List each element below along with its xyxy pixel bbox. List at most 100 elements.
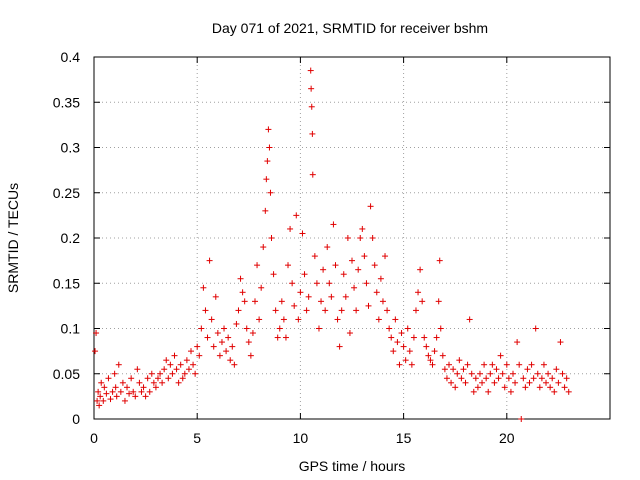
data-point xyxy=(177,361,184,368)
data-point xyxy=(540,361,547,368)
data-point xyxy=(547,384,554,391)
data-point xyxy=(227,357,234,364)
x-axis-label: GPS time / hours xyxy=(299,458,406,474)
data-point xyxy=(363,280,370,287)
data-point xyxy=(267,189,274,196)
data-point xyxy=(530,375,537,382)
data-point xyxy=(514,339,521,346)
data-point xyxy=(334,316,341,323)
data-point xyxy=(507,388,514,395)
data-point xyxy=(375,316,382,323)
data-point xyxy=(121,397,128,404)
data-point xyxy=(216,352,223,359)
data-point xyxy=(543,379,550,386)
data-point xyxy=(96,402,103,409)
data-point xyxy=(297,289,304,296)
data-point xyxy=(443,375,450,382)
data-point xyxy=(538,375,545,382)
data-point xyxy=(175,379,182,386)
data-point xyxy=(499,370,506,377)
data-point xyxy=(512,379,519,386)
y-tick-label: 0.25 xyxy=(53,185,80,201)
data-point xyxy=(138,388,145,395)
data-point xyxy=(154,375,161,382)
data-point xyxy=(561,384,568,391)
data-point xyxy=(303,307,310,314)
data-point xyxy=(115,361,122,368)
data-point xyxy=(239,289,246,296)
data-point xyxy=(194,343,201,350)
data-point xyxy=(214,330,221,337)
data-point xyxy=(301,271,308,278)
data-point xyxy=(526,379,533,386)
data-point xyxy=(382,253,389,260)
data-point xyxy=(295,316,302,323)
data-point xyxy=(421,334,428,341)
data-point xyxy=(92,348,99,355)
data-point xyxy=(124,384,131,391)
data-point xyxy=(206,257,213,264)
data-point xyxy=(256,316,263,323)
grid xyxy=(94,57,610,419)
data-point xyxy=(169,370,176,377)
data-point xyxy=(237,275,244,282)
data-point xyxy=(311,253,318,260)
data-point xyxy=(524,366,531,373)
data-point xyxy=(342,293,349,300)
axis-ticks xyxy=(93,56,610,420)
data-point xyxy=(276,325,283,332)
y-tick-label: 0.4 xyxy=(61,49,81,65)
data-point xyxy=(218,339,225,346)
data-point xyxy=(423,343,430,350)
data-point xyxy=(379,298,386,305)
data-point xyxy=(485,388,492,395)
data-point xyxy=(144,375,151,382)
data-point xyxy=(388,334,395,341)
data-point xyxy=(472,375,479,382)
data-point xyxy=(173,366,180,373)
data-point xyxy=(487,370,494,377)
data-point xyxy=(351,284,358,291)
y-tick-label: 0.15 xyxy=(53,275,80,291)
data-point xyxy=(249,330,256,337)
data-point xyxy=(518,416,525,422)
data-point xyxy=(357,235,364,241)
data-point xyxy=(338,307,345,314)
data-point xyxy=(266,144,273,151)
data-point xyxy=(198,325,205,332)
data-point xyxy=(134,366,141,373)
data-point xyxy=(130,388,137,395)
data-point xyxy=(142,393,149,400)
data-point xyxy=(454,370,461,377)
data-point xyxy=(371,262,378,269)
data-point xyxy=(435,298,442,305)
data-point xyxy=(355,266,362,273)
data-point xyxy=(417,266,424,273)
data-point xyxy=(212,293,219,300)
data-point xyxy=(285,262,292,269)
data-point xyxy=(332,262,339,269)
data-point xyxy=(320,266,327,273)
data-point xyxy=(349,257,355,264)
data-point xyxy=(458,375,465,382)
data-point xyxy=(532,325,539,332)
data-point xyxy=(231,361,238,368)
y-tick-label: 0.2 xyxy=(61,230,81,246)
data-point xyxy=(479,379,486,386)
data-point xyxy=(462,379,469,386)
data-point xyxy=(505,375,512,382)
data-point xyxy=(386,325,393,332)
data-point xyxy=(264,158,271,165)
data-point xyxy=(384,307,391,314)
data-point xyxy=(359,225,366,232)
data-point xyxy=(460,366,467,373)
data-point xyxy=(223,348,230,355)
data-point xyxy=(408,361,415,368)
data-point xyxy=(305,293,312,300)
data-point xyxy=(262,207,269,214)
data-point xyxy=(344,235,351,241)
data-point xyxy=(208,316,215,323)
data-point xyxy=(474,384,481,391)
data-point xyxy=(456,357,463,364)
data-point xyxy=(109,388,116,395)
